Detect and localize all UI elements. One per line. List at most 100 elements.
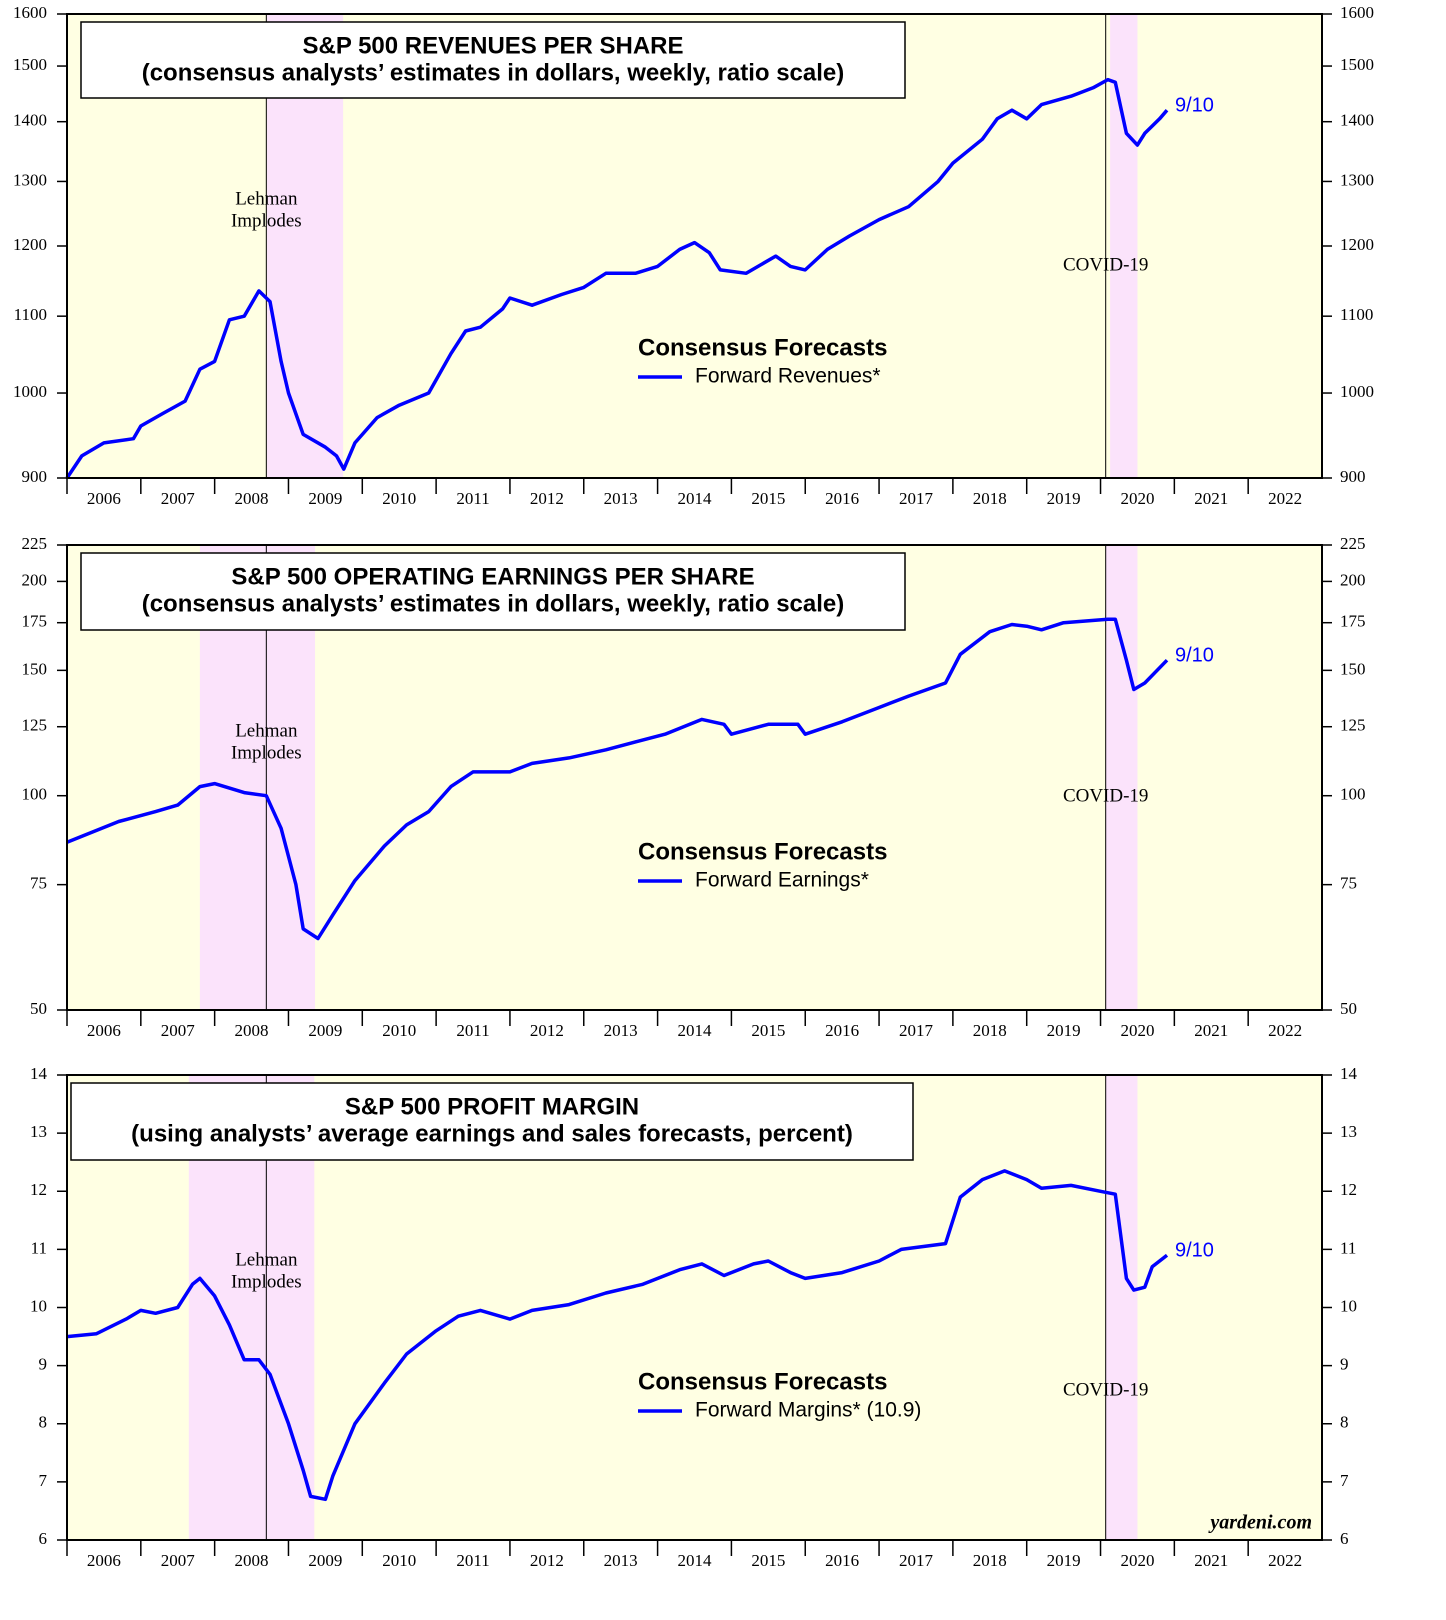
y-tick-label-right: 1400 xyxy=(1340,111,1374,130)
x-tick-label: 2016 xyxy=(825,1551,859,1570)
y-tick-label-right: 100 xyxy=(1340,785,1366,804)
legend-label: Forward Earnings* xyxy=(695,869,869,892)
y-tick-label-right: 225 xyxy=(1340,534,1366,553)
event-label: COVID-19 xyxy=(1063,785,1149,806)
y-tick-label-right: 150 xyxy=(1340,659,1366,678)
x-tick-label: 2007 xyxy=(161,489,196,508)
x-tick-label: 2011 xyxy=(456,489,489,508)
x-tick-label: 2017 xyxy=(899,1021,934,1040)
x-tick-label: 2015 xyxy=(751,1021,785,1040)
y-tick-label-right: 10 xyxy=(1340,1296,1357,1315)
y-tick-label: 1600 xyxy=(13,3,47,22)
x-tick-label: 2007 xyxy=(161,1551,196,1570)
x-tick-label: 2007 xyxy=(161,1021,196,1040)
x-tick-label: 2011 xyxy=(456,1551,489,1570)
x-tick-label: 2016 xyxy=(825,489,859,508)
y-tick-label: 100 xyxy=(22,785,48,804)
x-tick-label: 2008 xyxy=(235,1551,269,1570)
x-tick-label: 2012 xyxy=(530,489,564,508)
y-tick-label-right: 75 xyxy=(1340,874,1357,893)
chart-subtitle: (consensus analysts’ estimates in dollar… xyxy=(142,590,845,617)
y-tick-label-right: 11 xyxy=(1340,1238,1356,1257)
y-tick-label-right: 200 xyxy=(1340,570,1366,589)
y-tick-label: 6 xyxy=(39,1529,48,1548)
x-tick-label: 2012 xyxy=(530,1021,564,1040)
chart-subtitle: (consensus analysts’ estimates in dollar… xyxy=(142,59,845,86)
y-tick-label-right: 8 xyxy=(1340,1413,1349,1432)
y-tick-label-right: 12 xyxy=(1340,1180,1357,1199)
series-line xyxy=(65,77,1169,479)
source: yardeni.com xyxy=(1208,1512,1312,1534)
y-tick-label-right: 1200 xyxy=(1340,235,1374,254)
x-tick-label: 2020 xyxy=(1120,1021,1154,1040)
x-tick-label: 2017 xyxy=(899,489,934,508)
y-tick-label-right: 125 xyxy=(1340,716,1366,735)
title-box xyxy=(80,552,906,631)
y-tick-label-right: 50 xyxy=(1340,999,1357,1018)
x-tick-label: 2015 xyxy=(751,489,785,508)
y-tick-label: 75 xyxy=(30,874,47,893)
x-tick-label: 2018 xyxy=(973,1021,1007,1040)
event-label: Lehman xyxy=(235,188,298,209)
chart-title: S&P 500 PROFIT MARGIN xyxy=(345,1093,639,1120)
x-tick-label: 2014 xyxy=(678,489,713,508)
event-label: COVID-19 xyxy=(1063,254,1149,275)
y-tick-label: 13 xyxy=(30,1122,47,1141)
x-tick-label: 2013 xyxy=(604,489,638,508)
x-tick-label: 2022 xyxy=(1268,1021,1302,1040)
event-label: Lehman xyxy=(235,720,298,741)
legend-label: Forward Revenues* xyxy=(695,365,881,388)
x-tick-label: 2006 xyxy=(87,489,121,508)
y-tick-label: 1100 xyxy=(14,305,47,324)
shaded-band xyxy=(1105,1075,1138,1540)
y-tick-label: 900 xyxy=(22,467,48,486)
x-tick-label: 2014 xyxy=(678,1551,713,1570)
y-tick-label-right: 900 xyxy=(1340,467,1366,486)
x-tick-label: 2019 xyxy=(1047,1551,1081,1570)
x-tick-label: 2008 xyxy=(235,489,269,508)
x-tick-label: 2011 xyxy=(456,1021,489,1040)
y-tick-label: 125 xyxy=(22,716,48,735)
x-tick-label: 2020 xyxy=(1120,489,1154,508)
y-tick-label: 1300 xyxy=(13,170,47,189)
x-tick-label: 2020 xyxy=(1120,1551,1154,1570)
event-label: Implodes xyxy=(231,742,302,763)
x-tick-label: 2018 xyxy=(973,1551,1007,1570)
x-tick-label: 2016 xyxy=(825,1021,859,1040)
y-tick-label: 150 xyxy=(22,659,48,678)
title-box xyxy=(70,1082,914,1161)
event-label: Lehman xyxy=(235,1249,298,1270)
plot-frame xyxy=(66,544,1323,1011)
y-tick-label-right: 9 xyxy=(1340,1355,1349,1374)
x-tick-label: 2008 xyxy=(235,1021,269,1040)
series-line xyxy=(66,1169,1169,1502)
x-tick-label: 2022 xyxy=(1268,489,1302,508)
y-tick-label: 50 xyxy=(30,999,47,1018)
y-tick-label: 1500 xyxy=(13,55,47,74)
y-tick-label-right: 1500 xyxy=(1340,55,1374,74)
x-tick-label: 2012 xyxy=(530,1551,564,1570)
y-tick-label-right: 1300 xyxy=(1340,170,1374,189)
y-tick-label-right: 13 xyxy=(1340,1122,1357,1141)
legend-title: Consensus Forecasts xyxy=(638,1368,887,1395)
plot-frame xyxy=(66,13,1323,479)
y-tick-label-right: 6 xyxy=(1340,1529,1349,1548)
y-tick-label: 1400 xyxy=(13,111,47,130)
y-tick-label: 10 xyxy=(30,1296,47,1315)
y-tick-label: 14 xyxy=(30,1064,48,1083)
x-tick-label: 2021 xyxy=(1194,489,1228,508)
x-tick-label: 2019 xyxy=(1047,489,1081,508)
end-label: 9/10 xyxy=(1175,644,1214,666)
y-tick-label-right: 1600 xyxy=(1340,3,1374,22)
y-tick-label: 1000 xyxy=(13,382,47,401)
y-tick-label-right: 1000 xyxy=(1340,382,1374,401)
x-tick-label: 2006 xyxy=(87,1551,121,1570)
x-tick-label: 2013 xyxy=(604,1021,638,1040)
legend-title: Consensus Forecasts xyxy=(638,838,887,865)
x-tick-label: 2021 xyxy=(1194,1021,1228,1040)
end-label: 9/10 xyxy=(1175,1239,1214,1261)
x-tick-label: 2017 xyxy=(899,1551,934,1570)
title-box xyxy=(80,21,906,99)
